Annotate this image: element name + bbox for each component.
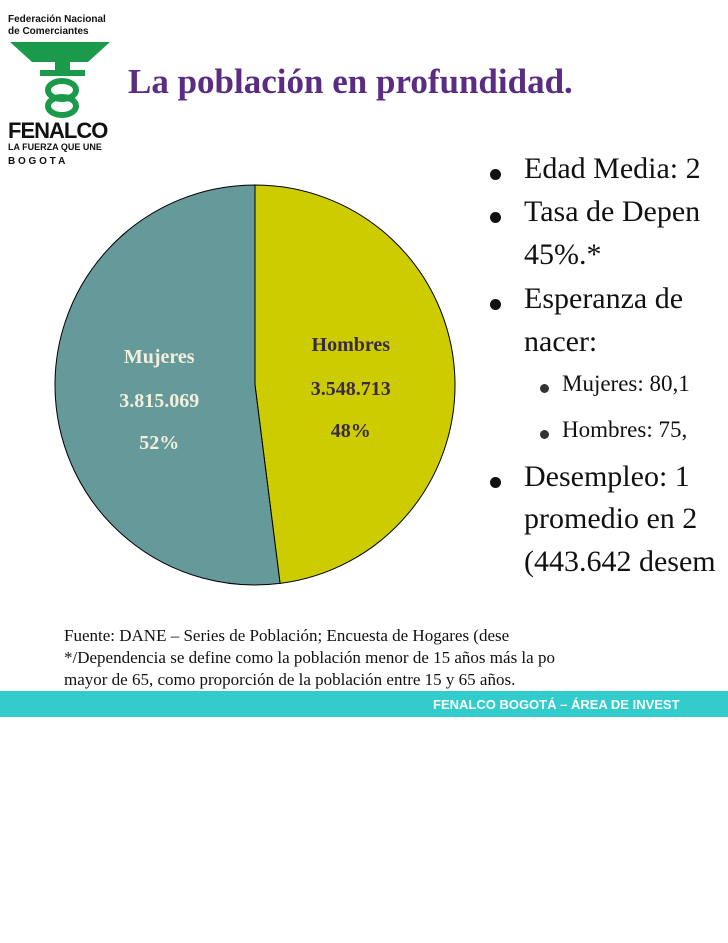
bullet-text: Hombres: 75, xyxy=(562,417,688,442)
slide-title: La población en profundidad. xyxy=(128,62,573,101)
slice-label: Mujeres xyxy=(124,346,195,368)
footer-text: FENALCO BOGOTÁ – ÁREA DE INVEST xyxy=(433,697,680,712)
bullet-dot xyxy=(490,211,501,223)
slice-count: 3.548.713 xyxy=(311,378,391,400)
logo-city: B O G O T A xyxy=(8,156,66,167)
bullet-text: Edad Media: 2 xyxy=(524,152,701,185)
slice-percent: 48% xyxy=(331,420,371,442)
slice-count: 3.815.069 xyxy=(119,390,199,412)
pie-chart: Hombres 3.548.713 48% Mujeres 3.815.069 52% xyxy=(54,184,456,586)
bullet-text: Esperanza de xyxy=(524,282,684,315)
slice-percent: 52% xyxy=(139,432,179,454)
pie-slice xyxy=(54,184,281,586)
bullet-dot xyxy=(490,168,501,180)
footer-band xyxy=(0,691,728,717)
bullet-text: nacer: xyxy=(524,325,598,358)
bullet-text: (443.642 desem xyxy=(524,545,716,578)
footnote: Fuente: DANE – Series de Población; Encu… xyxy=(64,626,510,645)
bullet-dot xyxy=(540,383,549,393)
bullet-text: promedio en 2 xyxy=(524,502,698,535)
bullet-text: Mujeres: 80,1 xyxy=(562,371,690,396)
bullet-dot xyxy=(490,476,501,488)
logo-mark xyxy=(10,42,110,118)
footnote: */Dependencia se define como la població… xyxy=(64,648,555,667)
logo-name: FENALCO xyxy=(8,118,108,143)
bullet-dot xyxy=(540,429,549,439)
slice-label: Hombres xyxy=(312,334,391,356)
logo-text: Federación Nacional xyxy=(8,14,106,25)
bullet-text: 45%.* xyxy=(524,238,602,271)
footnote: mayor de 65, como proporción de la pobla… xyxy=(64,670,516,689)
logo-text: de Comerciantes xyxy=(8,26,89,37)
bullet-dot xyxy=(490,298,501,310)
bullet-text: Desempleo: 1 xyxy=(524,460,690,493)
bullet-text: Tasa de Depen xyxy=(524,195,701,228)
logo-tagline: LA FUERZA QUE UNE xyxy=(8,142,102,152)
pie-slice xyxy=(254,184,456,584)
